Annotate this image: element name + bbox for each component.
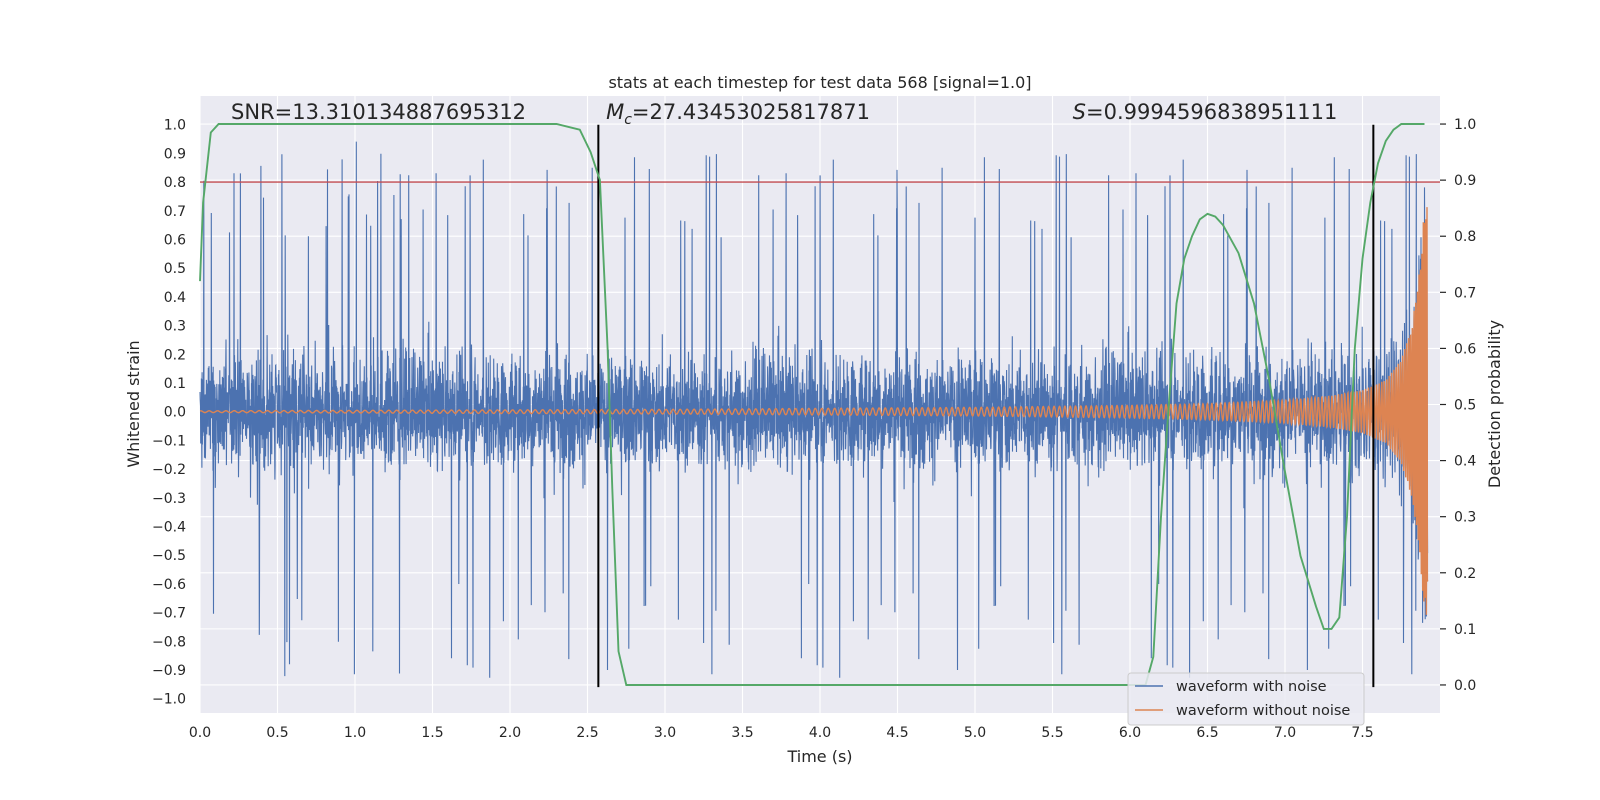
legend-label-noise: waveform with noise [1176,679,1327,695]
x-tick-label: 7.0 [1274,725,1296,741]
y-tick-label: −1.0 [152,692,186,708]
y-tick-label: 0.0 [164,405,186,421]
y-tick-label: −0.6 [152,577,186,593]
y2-tick-label: 1.0 [1454,117,1476,133]
y-tick-label: 0.1 [164,376,186,392]
x-tick-label: 2.5 [576,725,598,741]
y-axis-label: Whitened strain [124,340,143,467]
x-tick-label: 5.5 [1041,725,1063,741]
annotation-chirp-mass-value: =27.43453025817871 [632,100,870,124]
x-tick-label: 0.0 [189,725,211,741]
annotation-statistic: S=0.9994596838951111 [1073,100,1338,124]
legend-label-clean: waveform without noise [1176,703,1350,719]
x-tick-label: 4.5 [886,725,908,741]
y2-tick-label: 0.5 [1454,398,1476,414]
annotation-chirp-mass-subscript: c [624,112,632,128]
y-tick-label: 0.5 [164,261,186,277]
y-tick-label: −0.3 [152,491,186,507]
series-waveform-with-noise [199,141,1429,678]
y-tick-label: 0.8 [164,175,186,191]
y2-tick-label: 0.3 [1454,510,1476,526]
legend: waveform with noise waveform without noi… [1127,672,1365,726]
x-tick-label: 7.5 [1351,725,1373,741]
y-tick-label: −0.2 [152,462,186,478]
x-tick-label: 1.5 [421,725,443,741]
y-axis-ticks: 1.0 0.9 0.8 0.7 0.6 0.5 0.4 0.3 0.2 0.1 0.0 −0.1 −0.… [152,118,186,708]
x-tick-label: 4.0 [809,725,831,741]
y-tick-label: −0.4 [152,519,186,535]
chart-title: stats at each timestep for test data 568… [608,73,1031,92]
x-axis-ticks: 0.0 0.5 1.0 1.5 2.0 2.5 3.0 3.5 4.0 4.5 5.0 5.5 6.0 6… [189,725,1374,741]
y-tick-label: −0.9 [152,663,186,679]
y-tick-label: −0.1 [152,433,186,449]
y-tick-label: 1.0 [164,118,186,134]
x-tick-label: 6.5 [1196,725,1218,741]
y2-tick-label: 0.6 [1454,341,1476,357]
annotation-statistic-value: =0.9994596838951111 [1086,100,1337,124]
detection-probability-line [199,123,1425,686]
x-tick-label: 1.0 [344,725,366,741]
y-tick-label: −0.8 [152,634,186,650]
y2-tick-label: 0.2 [1454,566,1476,582]
annotation-statistic-symbol: S [1073,100,1086,124]
x-tick-label: 5.0 [964,725,986,741]
annotation-chirp-mass-symbol: M [606,100,624,124]
waveform-with-noise-line [199,141,1429,678]
y-tick-label: 0.7 [164,204,186,220]
y2-tick-label: 0.8 [1454,229,1476,245]
y2-axis-ticks: 1.0 0.9 0.8 0.7 0.6 0.5 0.4 0.3 0.2 0.1 0.0 [1440,117,1476,694]
y2-tick-label: 0.7 [1454,285,1476,301]
x-tick-label: 3.0 [654,725,676,741]
y-tick-label: −0.7 [152,606,186,622]
annotation-chirp-mass: Mc=27.43453025817871 [606,100,870,128]
x-axis-label: Time (s) [786,747,852,766]
x-tick-label: 2.0 [499,725,521,741]
vertical-markers [597,124,1375,688]
y2-tick-label: 0.4 [1454,454,1476,470]
y-tick-label: 0.6 [164,232,186,248]
waveform-without-noise-line [199,207,1429,615]
y-tick-label: −0.5 [152,548,186,564]
y-tick-label: 0.3 [164,319,186,335]
series-detection-probability [199,123,1425,686]
legend-box [1127,672,1365,726]
y2-tick-label: 0.1 [1454,622,1476,638]
y2-tick-label: 0.9 [1454,173,1476,189]
y2-axis-label: Detection probability [1485,320,1504,488]
x-tick-label: 3.5 [731,725,753,741]
y-tick-label: 0.4 [164,290,186,306]
y-tick-label: 0.2 [164,347,186,363]
x-tick-label: 0.5 [266,725,288,741]
y2-tick-label: 0.0 [1454,678,1476,694]
annotation-snr: SNR=13.310134887695312 [231,100,526,124]
x-tick-label: 6.0 [1119,725,1141,741]
series-waveform-without-noise [199,207,1429,615]
y-tick-label: 0.9 [164,146,186,162]
